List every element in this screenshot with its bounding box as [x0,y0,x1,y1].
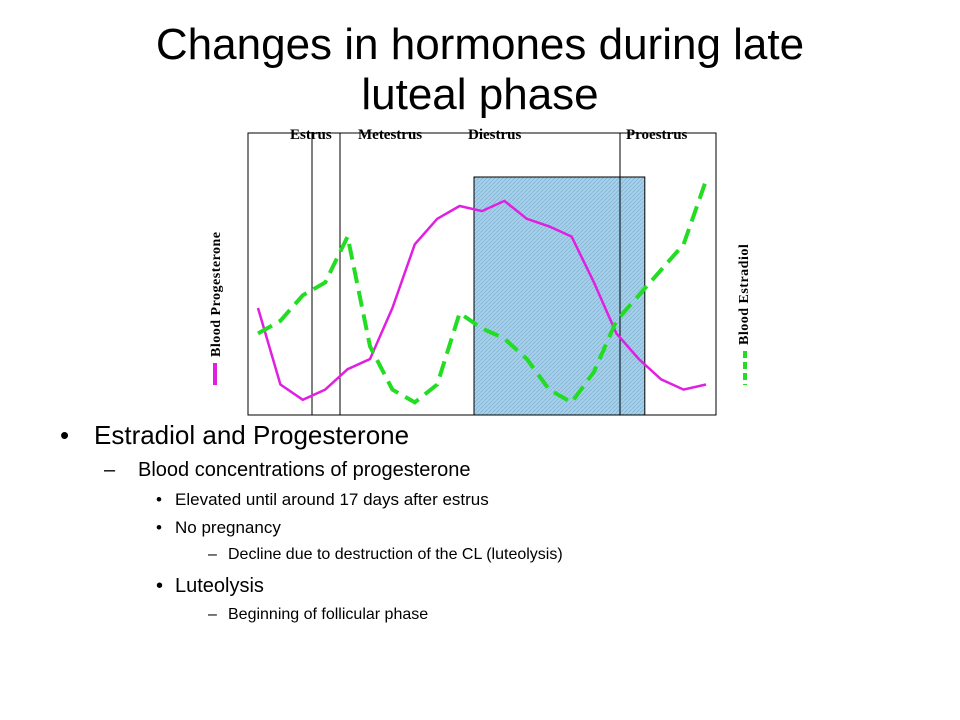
phase-label-estrus: Estrus [290,127,332,143]
hormone-chart: Estrus Metestrus Diestrus Proestrus Bloo… [209,127,752,416]
series-line-estradiol [257,179,708,406]
diestrus-highlight [473,176,646,416]
bullet-blood-concentrations: Blood concentrations of progesterone [60,456,920,484]
phase-label-proestrus: Proestrus [626,127,688,143]
bullet-estradiol-progesterone: Estradiol and Progesterone [60,418,920,452]
slide-title-line-1: Changes in hormones during late [155,20,805,69]
bullet-decline: Decline due to destruction of the CL (lu… [60,544,920,566]
bullet-luteolysis: Luteolysis [60,572,920,600]
slide-title-line-2: luteal phase [361,70,599,119]
slide-title: Changes in hormones during late luteal p… [0,20,960,120]
y-axis-label-right: Blood Estradiol [737,244,752,345]
bullet-follicular-phase: Beginning of follicular phase [60,604,920,626]
bullet-list: Estradiol and Progesterone Blood concent… [60,418,920,626]
bullet-no-pregnancy: No pregnancy [60,516,920,540]
bullet-elevated: Elevated until around 17 days after estr… [60,488,920,512]
phase-label-diestrus: Diestrus [468,127,521,143]
y-axis-label-left: Blood Progesterone [209,231,224,357]
phase-label-metestrus: Metestrus [358,127,422,143]
